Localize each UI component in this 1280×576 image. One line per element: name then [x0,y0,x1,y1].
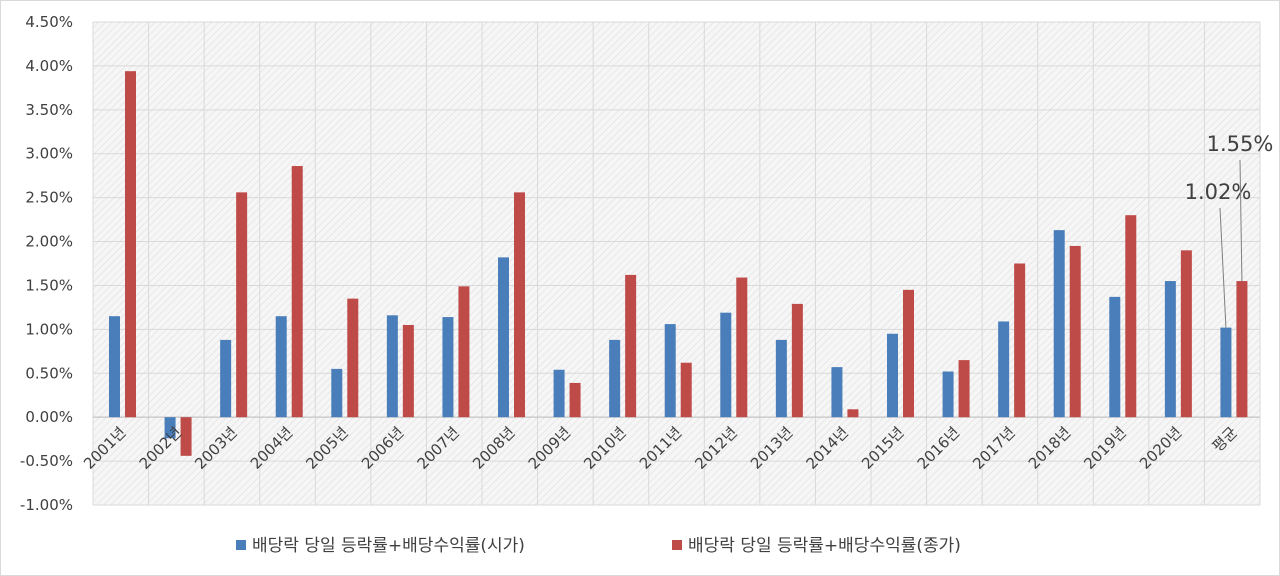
bar-series-2 [736,277,748,418]
annotation-leader-line [1219,207,1227,328]
legend-label-series-2: 배당락 당일 등락률+배당수익률(종가) [688,536,961,556]
bar-series-2 [1236,281,1248,418]
y-tick-label: 4.50% [25,13,73,31]
bars [109,71,1248,456]
bar-series-2 [514,192,525,418]
bar-series-1 [998,321,1010,418]
y-axis: -1.00% -0.50% 0.00% 0.50% 1.00% 1.50% 2.00% 2.5… [20,13,73,514]
bar-series-1 [664,324,676,418]
bar-series-1 [720,312,732,418]
bar-series-2 [1180,250,1192,418]
bar-series-1 [831,367,843,418]
bar-series-1 [331,368,343,418]
bar-series-2 [236,192,248,418]
bar-series-2 [180,417,192,456]
bar-series-2 [791,303,803,418]
bar-series-2 [680,362,692,418]
legend-label-series-1: 배당락 당일 등락률+배당수익률(시가) [252,536,525,556]
annotation-label: 1.55% [1207,132,1274,156]
bar-series-2 [402,324,414,418]
y-tick-label: 1.50% [25,276,73,294]
bar-series-1 [275,316,287,418]
y-tick-label: 0.00% [25,408,73,426]
y-tick-label: -1.00% [20,496,73,514]
bar-series-1 [386,315,398,418]
bar-series-1 [887,333,898,418]
y-tick-label: 3.50% [25,101,73,119]
y-tick-label: 2.50% [25,189,73,207]
legend: 배당락 당일 등락률+배당수익률(시가) 배당락 당일 등락률+배당수익률(종가) [236,536,961,556]
bar-series-1 [775,339,787,418]
bar-series-1 [1109,296,1121,418]
y-tick-label: 2.00% [25,233,73,251]
annotation-label: 1.02% [1185,180,1252,204]
gridlines [92,21,1261,506]
legend-swatch-series-2 [672,540,682,550]
bar-series-1 [609,339,621,418]
bar-series-2 [291,166,303,418]
bar-series-1 [164,417,176,439]
plot-area [93,22,1260,505]
y-tick-label: 0.50% [25,364,73,382]
y-tick-label: 3.00% [25,145,73,163]
bar-series-2 [958,360,970,418]
bar-series-2 [625,274,637,418]
bar-series-2 [569,382,581,418]
bar-series-1 [1164,281,1176,418]
legend-swatch-series-1 [236,540,246,550]
bar-series-1 [109,316,120,418]
bar-series-1 [942,371,954,418]
annotation-leader-line [1239,159,1243,282]
bar-series-2 [1014,263,1026,418]
bar-series-2 [458,286,470,418]
bar-series-2 [347,298,359,418]
bar-series-1 [442,317,454,418]
bar-series-1 [220,339,232,418]
y-tick-label: -0.50% [20,452,73,470]
bar-series-1 [553,369,565,418]
bar-series-2 [125,71,136,418]
bar-series-2 [903,289,914,418]
bar-series-1 [1053,230,1065,418]
bar-series-2 [1125,215,1137,418]
bar-series-1 [1220,327,1232,418]
y-tick-label: 1.00% [25,320,73,338]
y-tick-label: 4.00% [25,57,73,75]
bar-series-2 [1069,245,1081,418]
annotations: 1.02% 1.55% [1185,132,1274,328]
bar-series-2 [847,409,859,418]
bar-series-1 [498,257,509,418]
